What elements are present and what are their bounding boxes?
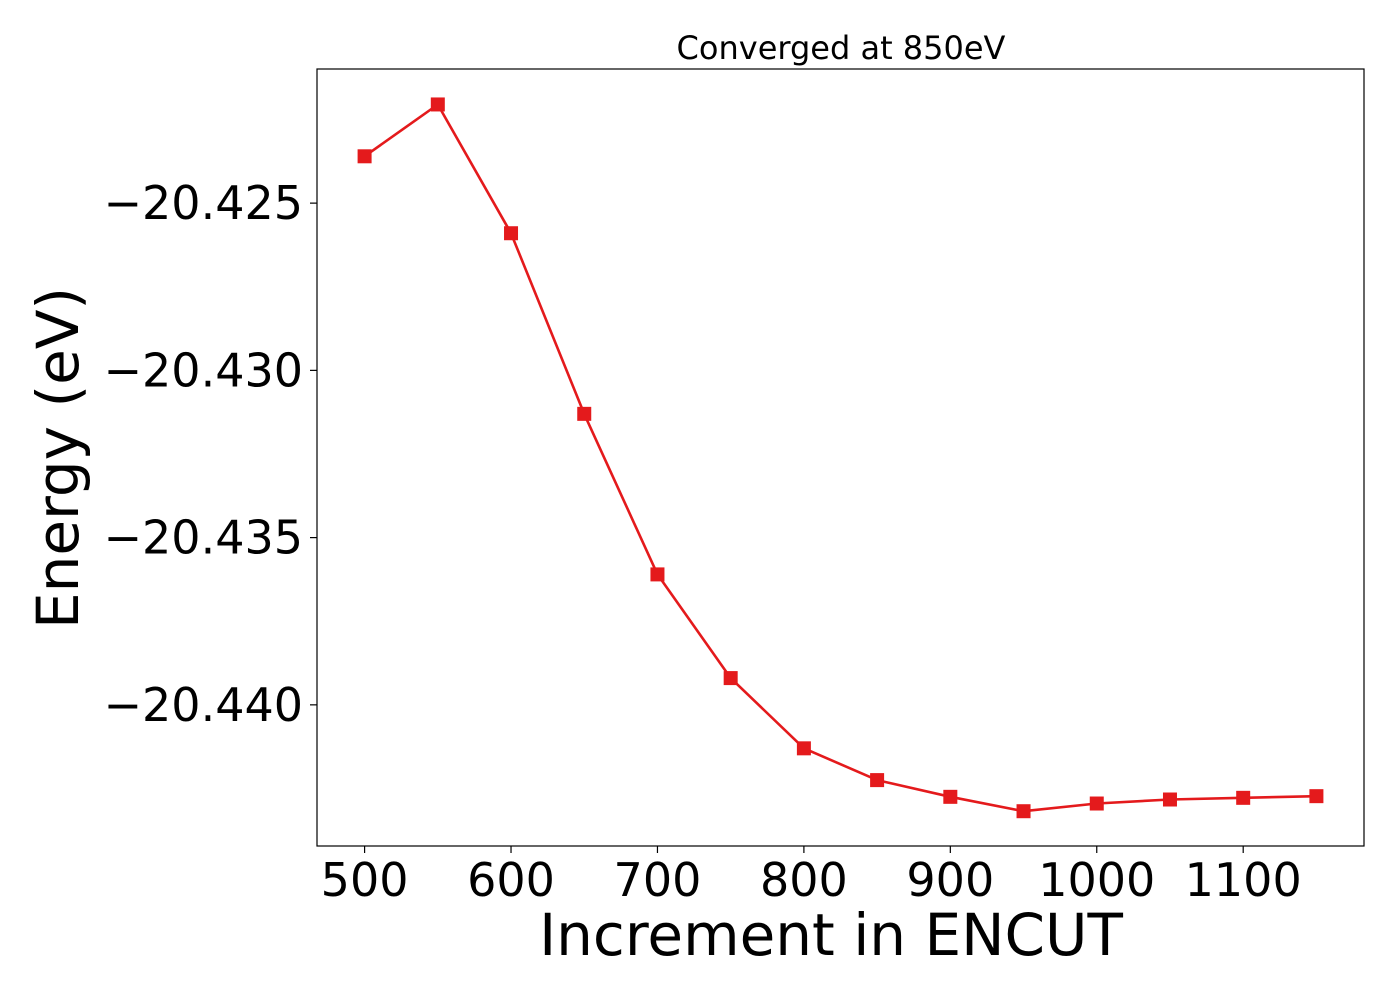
x-tick-label: 500 [321,853,409,907]
data-point [870,773,885,788]
data-point [1162,792,1177,807]
y-axis: −20.425 −20.430 −20.435 −20.440 [104,176,317,732]
data-point [650,567,665,582]
data-point [723,671,738,686]
y-tick-label: −20.435 [104,511,304,565]
y-tick-label: −20.440 [104,678,304,732]
data-point [1236,790,1251,805]
x-axis-title: Increment in ENCUT [539,901,1123,969]
data-point [504,226,519,241]
x-tick-label: 1000 [1038,853,1155,907]
chart-title: Converged at 850eV [677,29,1006,67]
y-tick-label: −20.430 [104,343,304,397]
x-tick-label: 700 [614,853,702,907]
x-tick-label: 900 [906,853,994,907]
data-point [430,97,445,112]
series-line [363,103,1317,813]
data-point [357,149,372,164]
data-point [1016,804,1031,819]
x-tick-label: 600 [467,853,555,907]
data-point [1089,796,1104,811]
data-point [796,741,811,756]
x-tick-label: 800 [760,853,848,907]
plot-area [316,68,1365,847]
data-point [1309,789,1324,804]
x-tick-label: 1100 [1185,853,1302,907]
x-axis: 500 600 700 800 900 1000 1100 [321,846,1302,907]
data-point [943,789,958,804]
series-layer [357,97,1324,819]
y-tick-label: −20.425 [104,176,304,230]
data-point [577,406,592,421]
y-axis-title: Energy (eV) [24,287,92,629]
